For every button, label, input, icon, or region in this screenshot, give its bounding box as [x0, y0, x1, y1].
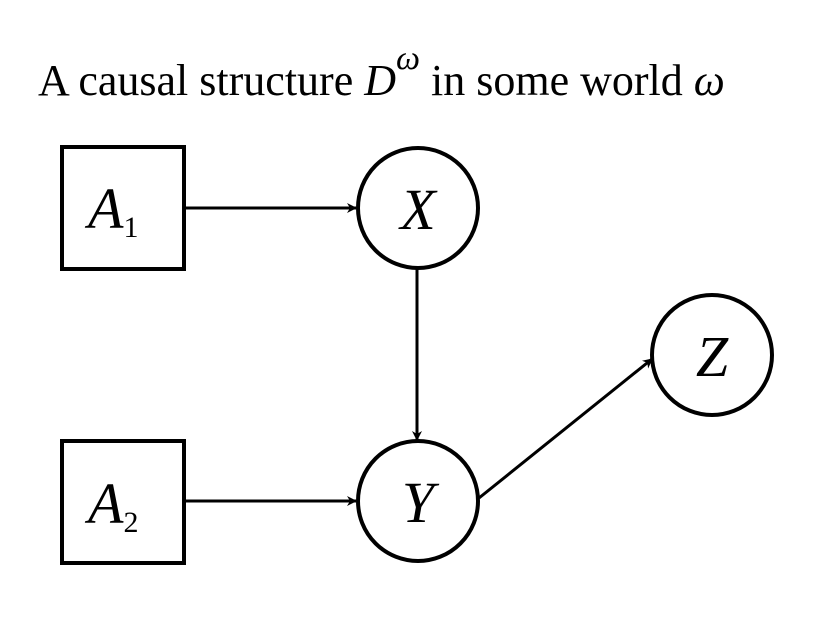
node-a1-subscript: 1	[123, 211, 138, 244]
node-x: X	[356, 146, 480, 270]
node-z-circle	[650, 293, 774, 417]
node-a2-subscript: 2	[123, 506, 138, 539]
node-z-label: Z	[696, 324, 729, 389]
node-a1-letter: A	[84, 176, 124, 241]
node-a2-box	[60, 439, 186, 565]
diagram-title: A causal structure Dω in some world ω	[38, 40, 725, 105]
node-a2-label: A2	[84, 471, 138, 539]
title-superscript: ω	[396, 40, 420, 77]
edge-y-to-z	[478, 357, 653, 500]
title-symbol: D	[363, 56, 396, 105]
node-a2-letter: A	[84, 471, 124, 536]
node-y: Y	[356, 439, 480, 563]
node-x-circle	[356, 146, 480, 270]
node-a1-box	[60, 145, 186, 271]
node-z: Z	[650, 293, 774, 417]
title-prefix: A causal structure	[38, 56, 364, 105]
node-a1-label: A1	[84, 176, 138, 244]
node-a1: A1	[60, 145, 186, 271]
node-a2: A2	[60, 439, 186, 565]
node-y-label: Y	[402, 470, 440, 535]
node-x-label: X	[398, 177, 438, 242]
title-world: ω	[694, 56, 725, 105]
node-y-circle	[356, 439, 480, 563]
title-middle: in some world	[420, 56, 694, 105]
